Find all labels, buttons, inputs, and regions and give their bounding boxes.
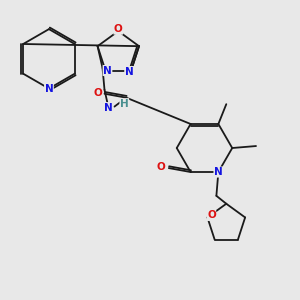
- Text: N: N: [103, 65, 112, 76]
- Text: O: O: [157, 162, 165, 172]
- Text: O: O: [207, 211, 216, 220]
- Text: O: O: [114, 24, 123, 34]
- Text: N: N: [214, 167, 223, 177]
- Text: N: N: [104, 103, 113, 112]
- Text: H: H: [120, 99, 129, 109]
- Text: N: N: [45, 84, 53, 94]
- Text: O: O: [93, 88, 102, 98]
- Text: N: N: [125, 67, 134, 76]
